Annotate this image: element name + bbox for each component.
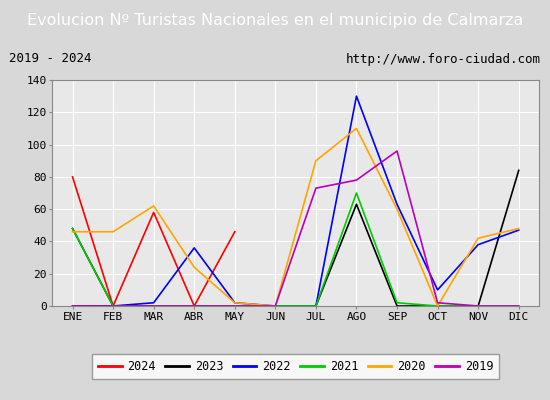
Text: Evolucion Nº Turistas Nacionales en el municipio de Calmarza: Evolucion Nº Turistas Nacionales en el m…	[27, 14, 523, 28]
Legend: 2024, 2023, 2022, 2021, 2020, 2019: 2024, 2023, 2022, 2021, 2020, 2019	[92, 354, 499, 379]
Text: 2019 - 2024: 2019 - 2024	[9, 52, 92, 66]
Text: http://www.foro-ciudad.com: http://www.foro-ciudad.com	[346, 52, 541, 66]
